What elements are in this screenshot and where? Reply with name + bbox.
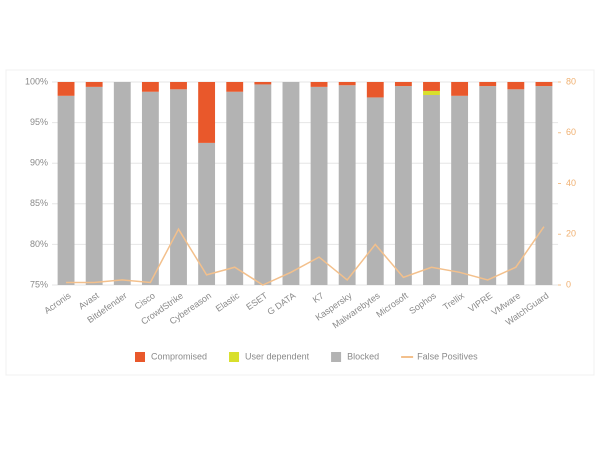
bar-segment xyxy=(57,95,75,285)
bar-segment xyxy=(451,82,469,96)
legend-swatch xyxy=(331,352,342,362)
bar-segment xyxy=(507,82,525,90)
bar-segment xyxy=(338,85,356,285)
x-tick-label: G DATA xyxy=(265,290,297,317)
bar-segment xyxy=(170,89,187,285)
bar-segment xyxy=(535,86,553,285)
legend-swatch xyxy=(229,352,240,362)
bar-segment xyxy=(394,86,412,285)
bar-segment xyxy=(141,91,159,285)
bar-segment xyxy=(198,82,216,143)
legend-label: Compromised xyxy=(151,351,207,361)
legend-label: Blocked xyxy=(347,351,379,361)
y2-tick-label: 80 xyxy=(566,76,576,86)
bar-segment xyxy=(226,82,244,92)
legend-swatch xyxy=(135,352,145,362)
y2-tick-label: 0 xyxy=(566,279,571,289)
bar-segment xyxy=(423,94,440,285)
bar-segment xyxy=(254,84,272,285)
x-tick-label: Trellix xyxy=(441,290,467,312)
bar-segment xyxy=(310,82,328,87)
bar-segment xyxy=(338,82,356,86)
bar-segment xyxy=(170,82,187,90)
x-tick-label: Sophos xyxy=(407,290,438,316)
legend-label: User dependent xyxy=(245,351,310,361)
y-tick-label: 75% xyxy=(30,279,48,289)
y-tick-label: 85% xyxy=(30,198,48,208)
bar-segment xyxy=(85,82,103,87)
bar-segment xyxy=(423,90,440,95)
bar-segment xyxy=(57,82,75,96)
bar-segment xyxy=(366,82,384,98)
y-tick-label: 90% xyxy=(30,158,48,168)
bar-segment xyxy=(141,82,159,92)
y2-tick-label: 40 xyxy=(566,178,576,188)
bar-segment xyxy=(85,86,103,285)
y2-tick-label: 20 xyxy=(566,229,576,239)
bar-segment xyxy=(198,142,216,285)
bar-segment xyxy=(479,86,497,285)
y-tick-label: 100% xyxy=(25,76,48,86)
y-tick-label: 80% xyxy=(30,239,48,249)
bar-segment xyxy=(254,82,272,85)
x-tick-label: Elastic xyxy=(214,290,242,314)
chart-frame xyxy=(5,69,595,376)
bar-segment xyxy=(507,89,525,285)
x-tick-label: Acronis xyxy=(42,290,73,316)
bar-segment xyxy=(226,91,244,285)
y2-tick-label: 60 xyxy=(566,127,576,137)
bar-segment xyxy=(282,82,300,285)
y-tick-label: 95% xyxy=(30,117,48,127)
line xyxy=(66,226,545,286)
bar-segment xyxy=(394,82,412,87)
x-tick-label: Microsoft xyxy=(374,290,410,319)
bar-segment xyxy=(366,97,384,285)
legend-label: False Positives xyxy=(417,351,478,361)
bar-segment xyxy=(423,82,440,91)
bar-segment xyxy=(451,95,469,285)
bar-segment xyxy=(535,82,553,87)
bar-segment xyxy=(310,86,328,285)
bar-segment xyxy=(113,82,131,285)
bar-segment xyxy=(479,82,497,87)
x-tick-label: K7 xyxy=(311,290,326,305)
